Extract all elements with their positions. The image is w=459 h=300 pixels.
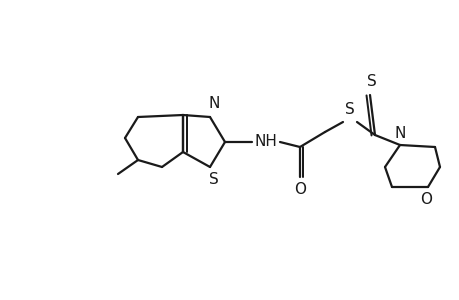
Text: N: N	[393, 125, 405, 140]
Text: NH: NH	[254, 134, 277, 149]
Text: S: S	[209, 172, 218, 187]
Text: O: O	[419, 191, 431, 206]
Text: S: S	[344, 103, 354, 118]
Text: S: S	[366, 74, 376, 88]
Text: N: N	[208, 95, 219, 110]
Text: O: O	[293, 182, 305, 196]
